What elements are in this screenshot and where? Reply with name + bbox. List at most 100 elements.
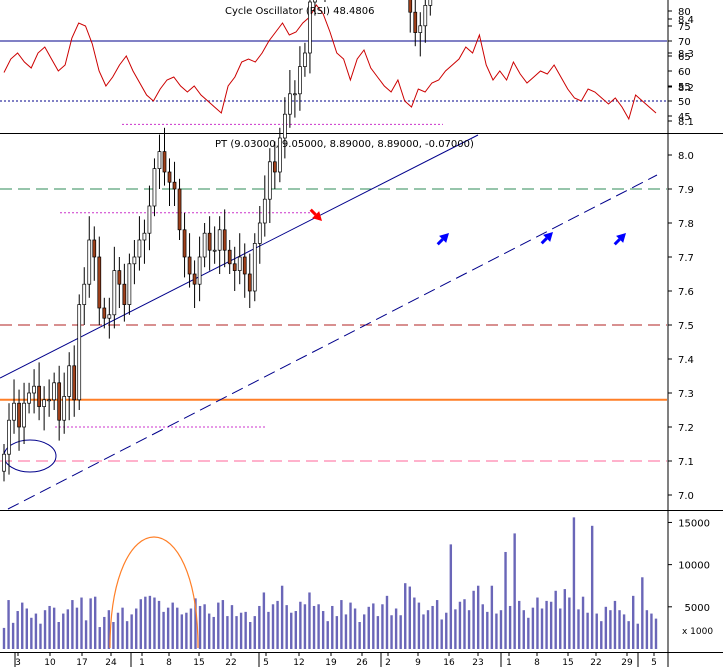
volume-bar (166, 607, 170, 649)
volume-bar (89, 598, 92, 649)
candle-body (87, 239, 92, 285)
candle-body (47, 399, 51, 402)
blue-arrow-head (616, 233, 626, 243)
volume-bar (11, 622, 15, 649)
candle-body (17, 402, 21, 428)
volume-bar (103, 616, 106, 649)
volume-bar (194, 598, 197, 649)
candle-body (207, 232, 212, 251)
candle-body (418, 25, 423, 33)
blue-arrow-head (543, 232, 553, 242)
candle-body (217, 229, 222, 251)
volume-bar (504, 551, 507, 649)
candle-body (428, 0, 433, 6)
candle-body (92, 239, 97, 258)
candle-body (242, 256, 247, 275)
price-header: PT (9.03000, 9.05000, 8.89000, 8.89000, … (215, 139, 474, 150)
volume-bar (66, 609, 70, 649)
x-tick-label: 1 (506, 658, 512, 667)
volume-bar (508, 605, 512, 649)
candle-body (82, 283, 87, 305)
blue-arrow (613, 233, 626, 246)
volume-bar (445, 612, 448, 649)
candle-body (32, 385, 36, 394)
candle-body (293, 93, 297, 96)
candle-body (122, 283, 127, 305)
base-ellipse (3, 439, 57, 473)
volume-bar (518, 600, 521, 649)
volume-bar (331, 605, 334, 649)
x-tick-label: 8 (166, 658, 172, 667)
volume-bar (299, 601, 302, 649)
volume-bar (180, 614, 184, 649)
candle-body (182, 229, 187, 258)
volume-bar (654, 618, 658, 649)
candle-body (308, 1, 312, 54)
x-tick-label: 2 (385, 658, 391, 667)
volume-bar (34, 613, 38, 649)
volume-bar (358, 622, 361, 649)
volume-tick-label: 5000 (685, 603, 710, 614)
volume-bar (618, 610, 621, 649)
volume-bar (622, 614, 626, 649)
rsi-series-line (3, 4, 657, 121)
volume-bar (203, 604, 206, 649)
volume-bar (476, 585, 480, 649)
indicator-tick-label: 60 (678, 67, 691, 78)
price-tick-label: 8.1 (678, 117, 694, 128)
volume-bar (148, 595, 152, 649)
candle-body (157, 151, 162, 169)
volume-bar (21, 602, 24, 649)
volume-bar (486, 611, 489, 649)
candle-body (262, 198, 267, 224)
volume-bar (381, 604, 384, 649)
volume-tick-label: 10000 (678, 561, 710, 572)
candle-body (12, 402, 16, 421)
candle-body (187, 256, 192, 275)
candle-body (413, 11, 418, 33)
candle-body (192, 273, 197, 285)
volume-bar (303, 604, 307, 649)
volume-bar (71, 600, 74, 649)
volume-bar (641, 577, 644, 649)
volume-bar (568, 597, 571, 649)
volume-bar (531, 607, 535, 649)
price-tick-label: 7.4 (678, 355, 694, 366)
price-tick-label: 7.8 (678, 219, 694, 230)
volume-bar (413, 597, 416, 649)
volume-bar (308, 592, 311, 649)
volume-bar (650, 613, 653, 649)
volume-bar (226, 616, 229, 649)
volume-bar (367, 606, 370, 649)
volume-bar (376, 616, 380, 649)
volume-bar (372, 603, 375, 649)
x-tick-label: 22 (590, 658, 601, 667)
volume-bar (559, 608, 562, 649)
volume-bar (472, 590, 475, 649)
indicator-header: Cycle Oscillator (RSI) 48.4806 (225, 6, 374, 17)
x-tick-label: 12 (293, 658, 304, 667)
blue-arrow-shaft (436, 238, 444, 246)
volume-bar (458, 601, 462, 649)
candle-body (52, 382, 57, 401)
candle-body (267, 161, 272, 200)
candle-body (202, 232, 207, 258)
price-tick-label: 7.5 (678, 321, 694, 332)
volume-bar (239, 612, 243, 649)
x-tick-label: 23 (472, 658, 483, 667)
channel-upper-line (0, 134, 479, 379)
volume-bar (390, 615, 393, 649)
candle-body (152, 168, 157, 207)
volume-bar (189, 608, 193, 649)
volume-bar (463, 599, 466, 649)
volume-bar (449, 544, 453, 649)
volume-bar (422, 614, 425, 649)
blue-arrow-shaft (613, 238, 621, 246)
volume-bar (499, 610, 503, 649)
indicator-tick-label: 50 (678, 97, 691, 108)
x-tick-label: 10 (44, 658, 56, 667)
volume-bar (75, 607, 79, 649)
volume-bar (627, 621, 630, 649)
x-tick-label: 15 (193, 658, 204, 667)
